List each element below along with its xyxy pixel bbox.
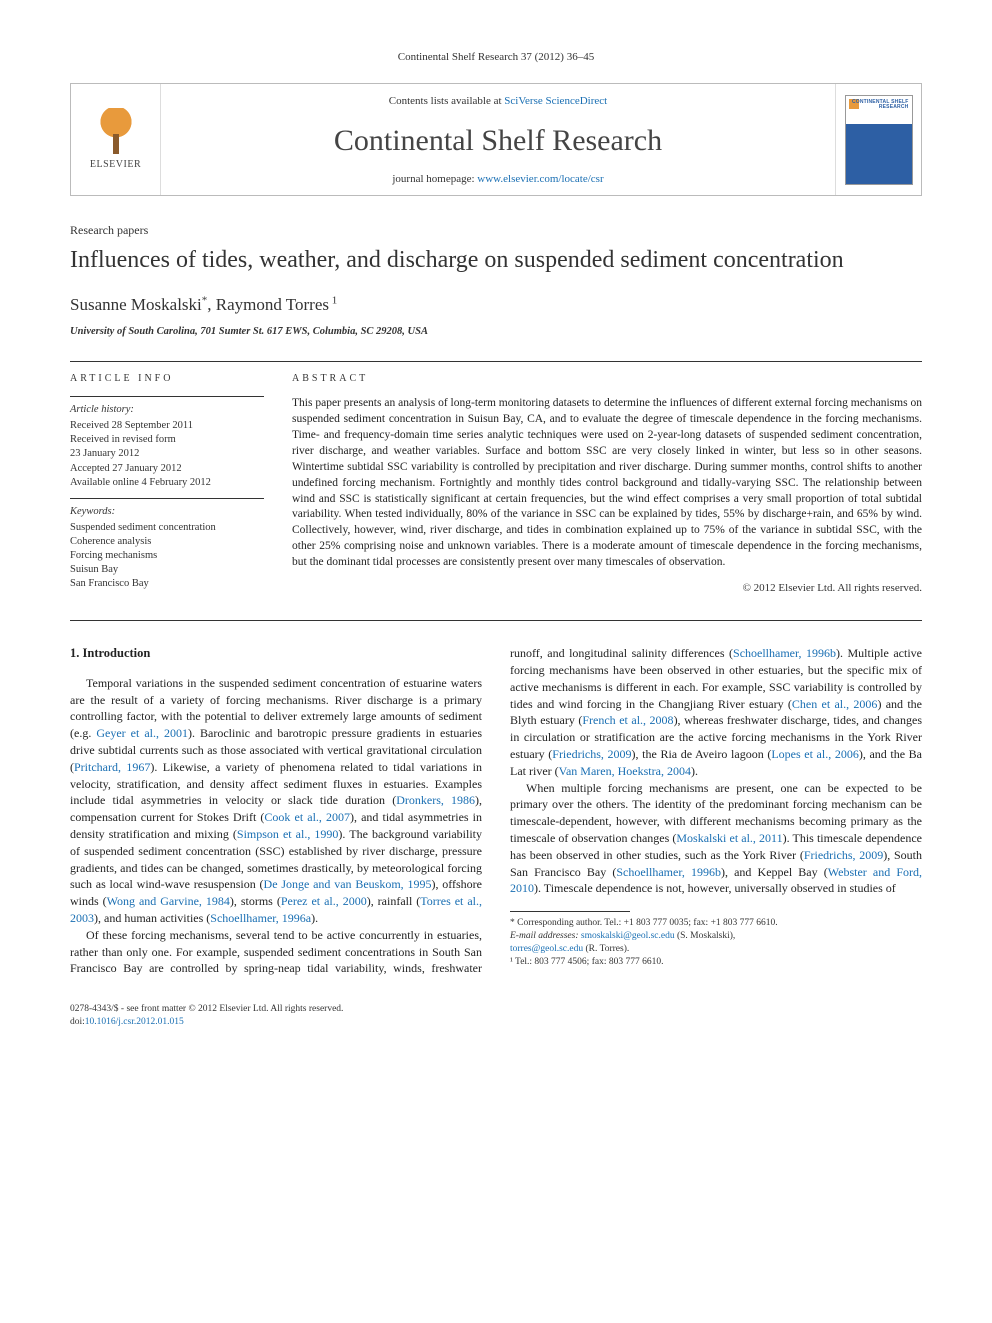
citation-link[interactable]: Van Maren, Hoekstra, 2004 — [559, 764, 691, 778]
keyword-item: Forcing mechanisms — [70, 549, 264, 563]
citation-link[interactable]: Simpson et al., 1990 — [237, 827, 339, 841]
keywords-label: Keywords: — [70, 505, 264, 520]
citation-link[interactable]: Friedrichs, 2009 — [804, 848, 883, 862]
contents-line: Contents lists available at SciVerse Sci… — [171, 94, 825, 109]
article-title: Influences of tides, weather, and discha… — [70, 245, 922, 275]
publisher-logo: ELSEVIER — [71, 84, 161, 195]
rule-top — [70, 361, 922, 362]
section-heading-1: 1. Introduction — [70, 645, 482, 663]
masthead-center: Contents lists available at SciVerse Sci… — [161, 84, 835, 195]
author-1: Susanne Moskalski — [70, 295, 202, 314]
citation-link[interactable]: De Jonge and van Beuskom, 1995 — [264, 877, 432, 891]
history-item: Available online 4 February 2012 — [70, 476, 264, 490]
citation-link[interactable]: Wong and Garvine, 1984 — [107, 894, 230, 908]
running-head: Continental Shelf Research 37 (2012) 36–… — [70, 50, 922, 65]
author-list: Susanne Moskalski*, Raymond Torres 1 — [70, 293, 922, 317]
info-rule-2 — [70, 498, 264, 499]
email-who: (R. Torres). — [583, 944, 629, 954]
citation-link[interactable]: Schoellhamer, 1996a — [210, 911, 311, 925]
journal-homepage-link[interactable]: www.elsevier.com/locate/csr — [477, 173, 603, 185]
citation-link[interactable]: Perez et al., 2000 — [281, 894, 367, 908]
sciencedirect-link[interactable]: SciVerse ScienceDirect — [504, 95, 607, 107]
body-columns: 1. Introduction Temporal variations in t… — [70, 645, 922, 977]
body-text: ), and Keppel Bay ( — [721, 865, 828, 879]
journal-homepage-line: journal homepage: www.elsevier.com/locat… — [171, 172, 825, 187]
citation-link[interactable]: Lopes et al., 2006 — [771, 747, 859, 761]
keyword-item: Coherence analysis — [70, 535, 264, 549]
article-info-head: ARTICLE INFO — [70, 372, 264, 386]
abstract-text: This paper presents an analysis of long-… — [292, 396, 922, 570]
citation-link[interactable]: Pritchard, 1967 — [74, 760, 150, 774]
email-addresses-2: torres@geol.sc.edu (R. Torres). — [510, 943, 922, 956]
history-item: 23 January 2012 — [70, 447, 264, 461]
author-2-mark: 1 — [329, 294, 337, 306]
body-text: ), rainfall ( — [367, 894, 421, 908]
contents-prefix: Contents lists available at — [389, 95, 504, 107]
keyword-item: Suspended sediment concentration — [70, 521, 264, 535]
doi-line: doi:10.1016/j.csr.2012.01.015 — [70, 1016, 922, 1029]
front-matter-line: 0278-4343/$ - see front matter © 2012 El… — [70, 1003, 922, 1016]
publisher-name: ELSEVIER — [90, 158, 141, 172]
citation-link[interactable]: Cook et al., 2007 — [264, 810, 350, 824]
masthead: ELSEVIER Contents lists available at Sci… — [70, 83, 922, 196]
history-item: Accepted 27 January 2012 — [70, 462, 264, 476]
email-who: (S. Moskalski), — [675, 931, 736, 941]
author-footnote-1: ¹ Tel.: 803 777 4506; fax: 803 777 6610. — [510, 956, 922, 969]
journal-name: Continental Shelf Research — [171, 120, 825, 162]
corresponding-author-note: * Corresponding author. Tel.: +1 803 777… — [510, 917, 922, 930]
citation-link[interactable]: Dronkers, 1986 — [396, 793, 475, 807]
homepage-prefix: journal homepage: — [392, 173, 477, 185]
email-addresses: E-mail addresses: smoskalski@geol.sc.edu… — [510, 930, 922, 943]
body-paragraph: Temporal variations in the suspended sed… — [70, 675, 482, 927]
email-link[interactable]: torres@geol.sc.edu — [510, 944, 583, 954]
affiliation: University of South Carolina, 701 Sumter… — [70, 325, 922, 340]
body-text: ). — [311, 911, 318, 925]
abstract-block: ABSTRACT This paper presents an analysis… — [292, 372, 922, 596]
info-rule-1 — [70, 396, 264, 397]
citation-link[interactable]: Schoellhamer, 1996b — [616, 865, 721, 879]
keyword-item: Suisun Bay — [70, 563, 264, 577]
journal-cover: CONTINENTAL SHELF RESEARCH — [835, 84, 921, 195]
footnote-rule — [510, 911, 630, 912]
author-2: Raymond Torres — [216, 295, 329, 314]
citation-link[interactable]: Chen et al., 2006 — [792, 697, 878, 711]
citation-link[interactable]: Schoellhamer, 1996b — [733, 646, 836, 660]
body-text: ), and human activities ( — [94, 911, 210, 925]
info-abstract-row: ARTICLE INFO Article history: Received 2… — [70, 372, 922, 596]
citation-link[interactable]: Friedrichs, 2009 — [552, 747, 631, 761]
article-type: Research papers — [70, 222, 922, 239]
abstract-copyright: © 2012 Elsevier Ltd. All rights reserved… — [292, 581, 922, 596]
paper-page: Continental Shelf Research 37 (2012) 36–… — [0, 0, 992, 1069]
citation-link[interactable]: Geyer et al., 2001 — [96, 726, 188, 740]
journal-cover-title: CONTINENTAL SHELF RESEARCH — [846, 100, 909, 111]
history-item: Received in revised form — [70, 433, 264, 447]
citation-link[interactable]: French et al., 2008 — [582, 713, 673, 727]
body-text: ), the Ria de Aveiro lagoon ( — [632, 747, 772, 761]
keyword-item: San Francisco Bay — [70, 577, 264, 591]
rule-before-body — [70, 620, 922, 621]
body-text: ). — [691, 764, 698, 778]
abstract-head: ABSTRACT — [292, 372, 922, 386]
elsevier-tree-icon — [95, 108, 137, 154]
doi-link[interactable]: 10.1016/j.csr.2012.01.015 — [85, 1017, 184, 1027]
history-item: Received 28 September 2011 — [70, 419, 264, 433]
body-text: ). Timescale dependence is not, however,… — [534, 881, 896, 895]
front-matter-biblio: 0278-4343/$ - see front matter © 2012 El… — [70, 1003, 922, 1029]
journal-cover-thumb: CONTINENTAL SHELF RESEARCH — [845, 95, 913, 185]
citation-link[interactable]: Moskalski et al., 2011 — [676, 831, 782, 845]
email-label: E-mail addresses: — [510, 931, 581, 941]
body-text: ), storms — [230, 894, 277, 908]
history-label: Article history: — [70, 403, 264, 418]
doi-label: doi: — [70, 1017, 85, 1027]
article-info-block: ARTICLE INFO Article history: Received 2… — [70, 372, 264, 596]
email-link[interactable]: smoskalski@geol.sc.edu — [581, 931, 675, 941]
body-paragraph: When multiple forcing mechanisms are pre… — [510, 780, 922, 898]
authors-sep: , — [207, 295, 216, 314]
